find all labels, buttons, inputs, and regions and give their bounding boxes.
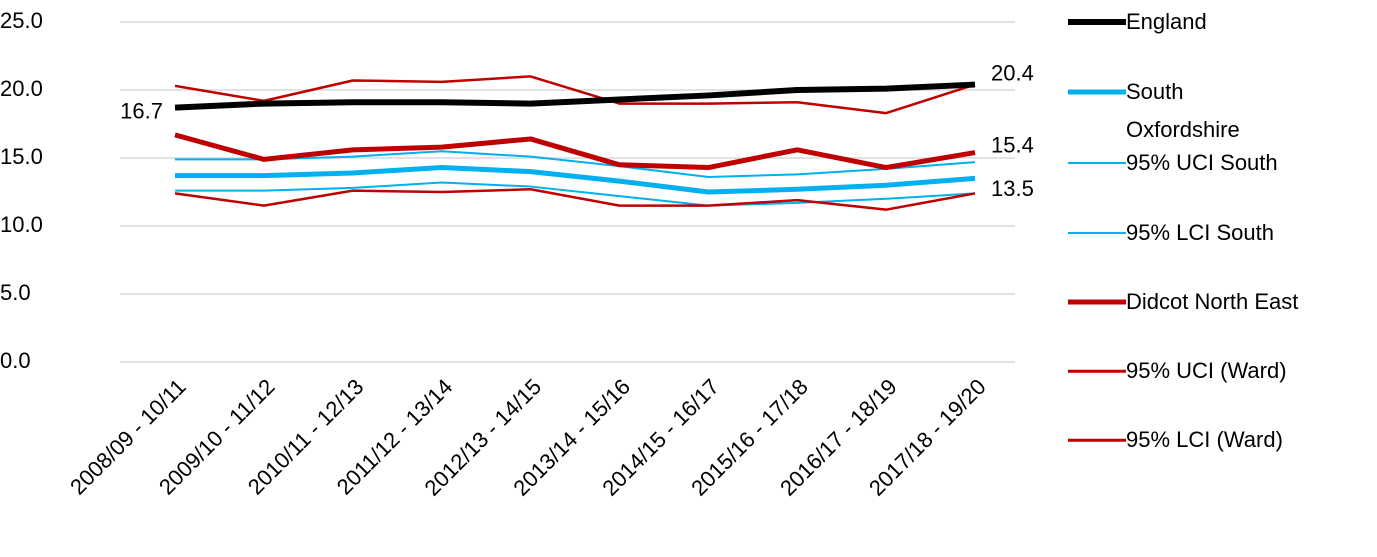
y-tick-label: 25.0 [0,8,43,33]
y-tick-label: 0.0 [0,348,31,373]
legend-label: South Oxfordshire [1126,79,1240,142]
legend-label: England [1126,9,1207,34]
series-line [174,75,976,115]
legend-swatch [1068,19,1126,25]
legend-entry: 95% UCI South [1068,144,1376,182]
legend-label: 95% UCI (Ward) [1126,358,1287,383]
legend-entry: South Oxfordshire [1068,73,1276,149]
legend-entry: 95% LCI South [1068,214,1376,252]
y-tick-label: 15.0 [0,144,43,169]
series-line [174,81,976,111]
series-line [175,150,976,179]
legend-swatch [1068,89,1126,95]
series-line [175,165,976,195]
legend-label: 95% LCI (Ward) [1126,427,1283,452]
legend-label: Didcot North East [1126,289,1299,314]
y-tick-label: 20.0 [0,76,43,101]
data-label: 15.4 [991,132,1034,157]
legend-label: 95% LCI South [1126,220,1274,245]
legend-swatch [1068,369,1126,373]
legend-entry: England [1068,3,1376,41]
y-tick-label: 5.0 [0,280,31,305]
data-label: 16.7 [120,99,163,124]
series-line [175,181,976,207]
series-line [174,132,976,171]
data-label: 13.5 [991,176,1034,201]
legend-entry: Didcot North East [1068,283,1376,321]
legend-swatch [1068,232,1126,234]
legend-entry: 95% UCI (Ward) [1068,352,1376,390]
legend-swatch [1068,299,1126,305]
legend-swatch [1068,438,1126,442]
series-line [174,188,976,211]
legend-swatch [1068,162,1126,164]
legend-entry: 95% LCI (Ward) [1068,421,1376,459]
data-label: 20.4 [991,60,1034,85]
legend-label: 95% UCI South [1126,150,1278,175]
y-tick-label: 10.0 [0,212,43,237]
